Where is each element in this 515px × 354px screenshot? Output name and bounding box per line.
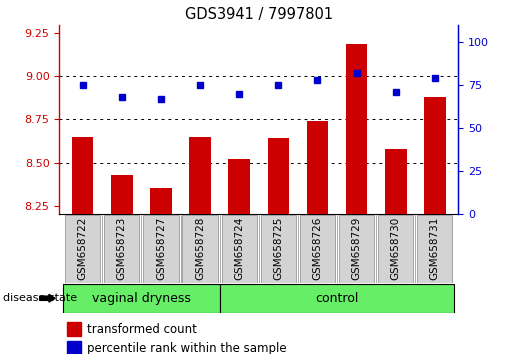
Text: GSM658725: GSM658725 xyxy=(273,217,283,280)
FancyBboxPatch shape xyxy=(143,215,179,282)
Text: GSM658730: GSM658730 xyxy=(391,217,401,280)
Bar xyxy=(72,137,93,214)
Bar xyxy=(67,322,81,336)
Text: GSM658724: GSM658724 xyxy=(234,217,244,280)
FancyBboxPatch shape xyxy=(221,215,257,282)
FancyBboxPatch shape xyxy=(300,215,335,282)
Text: GSM658731: GSM658731 xyxy=(430,217,440,280)
Text: transformed count: transformed count xyxy=(87,322,197,336)
FancyBboxPatch shape xyxy=(65,215,100,282)
FancyBboxPatch shape xyxy=(63,284,220,313)
FancyBboxPatch shape xyxy=(104,215,140,282)
Text: GSM658729: GSM658729 xyxy=(352,217,362,280)
Bar xyxy=(67,342,81,354)
FancyBboxPatch shape xyxy=(261,215,296,282)
Bar xyxy=(190,137,211,214)
Text: disease state: disease state xyxy=(3,293,77,303)
Text: GSM658728: GSM658728 xyxy=(195,217,205,280)
Bar xyxy=(111,175,132,214)
Title: GDS3941 / 7997801: GDS3941 / 7997801 xyxy=(185,7,333,22)
FancyBboxPatch shape xyxy=(220,284,454,313)
Bar xyxy=(229,159,250,214)
Bar xyxy=(346,44,367,214)
FancyBboxPatch shape xyxy=(417,215,453,282)
Bar xyxy=(424,97,445,214)
Text: GSM658726: GSM658726 xyxy=(313,217,322,280)
Text: GSM658727: GSM658727 xyxy=(156,217,166,280)
FancyBboxPatch shape xyxy=(182,215,218,282)
Text: GSM658722: GSM658722 xyxy=(78,217,88,280)
FancyBboxPatch shape xyxy=(339,215,374,282)
Text: control: control xyxy=(315,292,359,305)
FancyBboxPatch shape xyxy=(378,215,414,282)
Bar xyxy=(150,188,171,214)
Text: percentile rank within the sample: percentile rank within the sample xyxy=(87,342,287,354)
Text: GSM658723: GSM658723 xyxy=(117,217,127,280)
Bar xyxy=(268,138,289,214)
Bar xyxy=(385,149,406,214)
Text: vaginal dryness: vaginal dryness xyxy=(92,292,191,305)
Bar xyxy=(307,121,328,214)
